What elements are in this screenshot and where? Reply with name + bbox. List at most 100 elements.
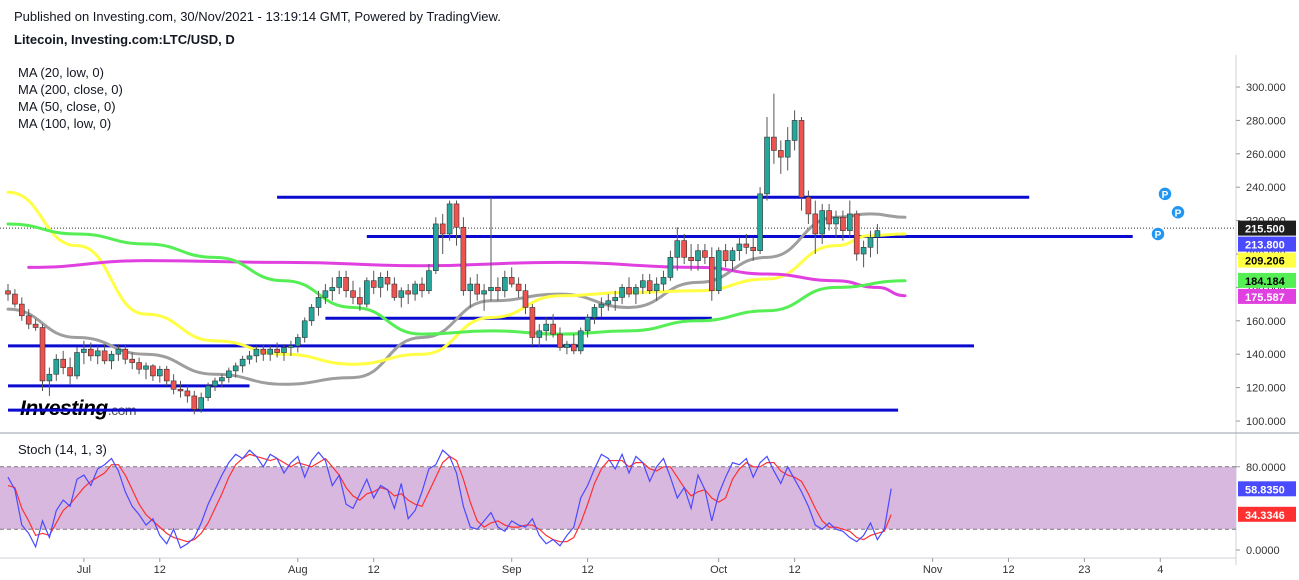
candle-body bbox=[764, 136, 770, 195]
candle-body bbox=[522, 290, 529, 308]
candle-body bbox=[74, 352, 80, 377]
candle-body bbox=[550, 323, 556, 335]
candle-body bbox=[474, 283, 481, 295]
candle-body bbox=[94, 350, 101, 357]
candle-body bbox=[391, 283, 398, 298]
candle-body bbox=[60, 358, 67, 368]
price-badge-label: 213.800 bbox=[1245, 240, 1285, 252]
time-tick-label: 12 bbox=[368, 564, 380, 576]
candle-body bbox=[833, 216, 839, 225]
candle-body bbox=[115, 348, 122, 355]
candle-body bbox=[108, 353, 115, 362]
candle-body bbox=[46, 373, 53, 382]
pivot-marker bbox=[1157, 186, 1173, 202]
candle-body bbox=[357, 297, 363, 305]
candle-body bbox=[426, 270, 432, 292]
candle-body bbox=[322, 290, 329, 298]
candle-body bbox=[288, 345, 294, 348]
candle-body bbox=[584, 317, 591, 332]
candle-body bbox=[757, 193, 763, 251]
candle-body bbox=[867, 237, 874, 248]
candle-body bbox=[495, 287, 501, 292]
support-resistance-levels bbox=[0, 195, 1236, 412]
time-tick-label: 12 bbox=[581, 564, 593, 576]
candle-body bbox=[777, 150, 784, 158]
price-badge bbox=[1238, 252, 1296, 268]
candle-body bbox=[702, 250, 708, 258]
candle-body bbox=[805, 196, 812, 215]
candle-body bbox=[626, 287, 632, 295]
candle-body bbox=[508, 277, 515, 285]
candle-body bbox=[653, 283, 660, 292]
price-tick-label: 160.000 bbox=[1246, 316, 1286, 328]
stochastic-label[interactable]: Stoch (14, 1, 3) bbox=[18, 442, 107, 457]
candle-body bbox=[260, 348, 267, 355]
candle-body bbox=[198, 397, 204, 410]
price-badge bbox=[1238, 220, 1296, 236]
candle-body bbox=[736, 243, 743, 251]
time-tick-label: Jul bbox=[77, 564, 91, 576]
candle-body bbox=[812, 213, 819, 235]
stoch-tick-label: 0.0000 bbox=[1246, 545, 1280, 557]
candle-body bbox=[543, 323, 550, 332]
pivot-marker bbox=[1150, 226, 1166, 242]
price-tick-label: 280.000 bbox=[1246, 115, 1286, 127]
candle-body bbox=[350, 290, 356, 298]
candle-body bbox=[536, 330, 543, 338]
candle-body bbox=[826, 210, 832, 225]
pivot-markers: PPP bbox=[1150, 186, 1186, 242]
legend-ma20[interactable]: MA (20, low, 0) bbox=[18, 65, 104, 80]
candle-body bbox=[5, 290, 11, 295]
candle-body bbox=[274, 348, 280, 353]
price-badge bbox=[1238, 506, 1296, 522]
stoch-tick-label: 80.0000 bbox=[1246, 462, 1286, 474]
candle-body bbox=[840, 216, 846, 231]
candle-body bbox=[18, 303, 25, 317]
candle-body bbox=[515, 283, 522, 292]
legend-ma100[interactable]: MA (100, low, 0) bbox=[18, 116, 112, 131]
candle-body bbox=[246, 355, 253, 360]
pivot-marker-label: P bbox=[1162, 190, 1169, 201]
pivot-marker-label: P bbox=[1155, 230, 1162, 241]
time-tick-label: Oct bbox=[710, 564, 727, 576]
candle-body bbox=[612, 297, 619, 302]
time-tick-label: Aug bbox=[288, 564, 308, 576]
candle-body bbox=[439, 223, 446, 235]
candle-body bbox=[619, 287, 625, 298]
candle-body bbox=[363, 280, 370, 305]
stoch-k-line bbox=[7, 449, 892, 549]
candle-body bbox=[660, 277, 667, 285]
legend-ma50[interactable]: MA (50, close, 0) bbox=[18, 99, 116, 114]
candle-body bbox=[136, 362, 142, 370]
candle-body bbox=[170, 380, 177, 390]
candle-body bbox=[633, 287, 639, 295]
candle-body bbox=[232, 365, 239, 372]
price-badge-label: 215.500 bbox=[1245, 224, 1285, 236]
candle-body bbox=[432, 223, 439, 272]
candle-body bbox=[219, 377, 225, 382]
candle-body bbox=[750, 247, 757, 251]
candle-body bbox=[329, 287, 336, 292]
legend-ma200[interactable]: MA (200, close, 0) bbox=[18, 82, 123, 97]
candle-body bbox=[294, 337, 301, 347]
candle-body bbox=[370, 280, 377, 288]
symbol-title: Litecoin, Investing.com:LTC/USD, D bbox=[14, 32, 235, 47]
time-tick-label: 4 bbox=[1157, 564, 1163, 576]
price-tick-label: 100.000 bbox=[1246, 416, 1286, 428]
candle-body bbox=[708, 257, 715, 292]
candle-body bbox=[398, 290, 405, 298]
candle-body bbox=[564, 343, 570, 348]
candle-body bbox=[88, 348, 94, 357]
price-badges: 215.500 213.800 209.206 184.184 175.587 58.83… bbox=[1238, 220, 1296, 522]
time-tick-label: Sep bbox=[502, 564, 522, 576]
pivot-marker-label: P bbox=[1175, 208, 1182, 219]
candle-body bbox=[32, 323, 39, 328]
candle-body bbox=[860, 247, 867, 255]
candle-body bbox=[205, 385, 211, 398]
candle-body bbox=[343, 277, 349, 292]
price-badge bbox=[1238, 288, 1296, 304]
candle-body bbox=[336, 277, 343, 288]
candle-body bbox=[481, 290, 487, 295]
candle-body bbox=[67, 367, 73, 377]
